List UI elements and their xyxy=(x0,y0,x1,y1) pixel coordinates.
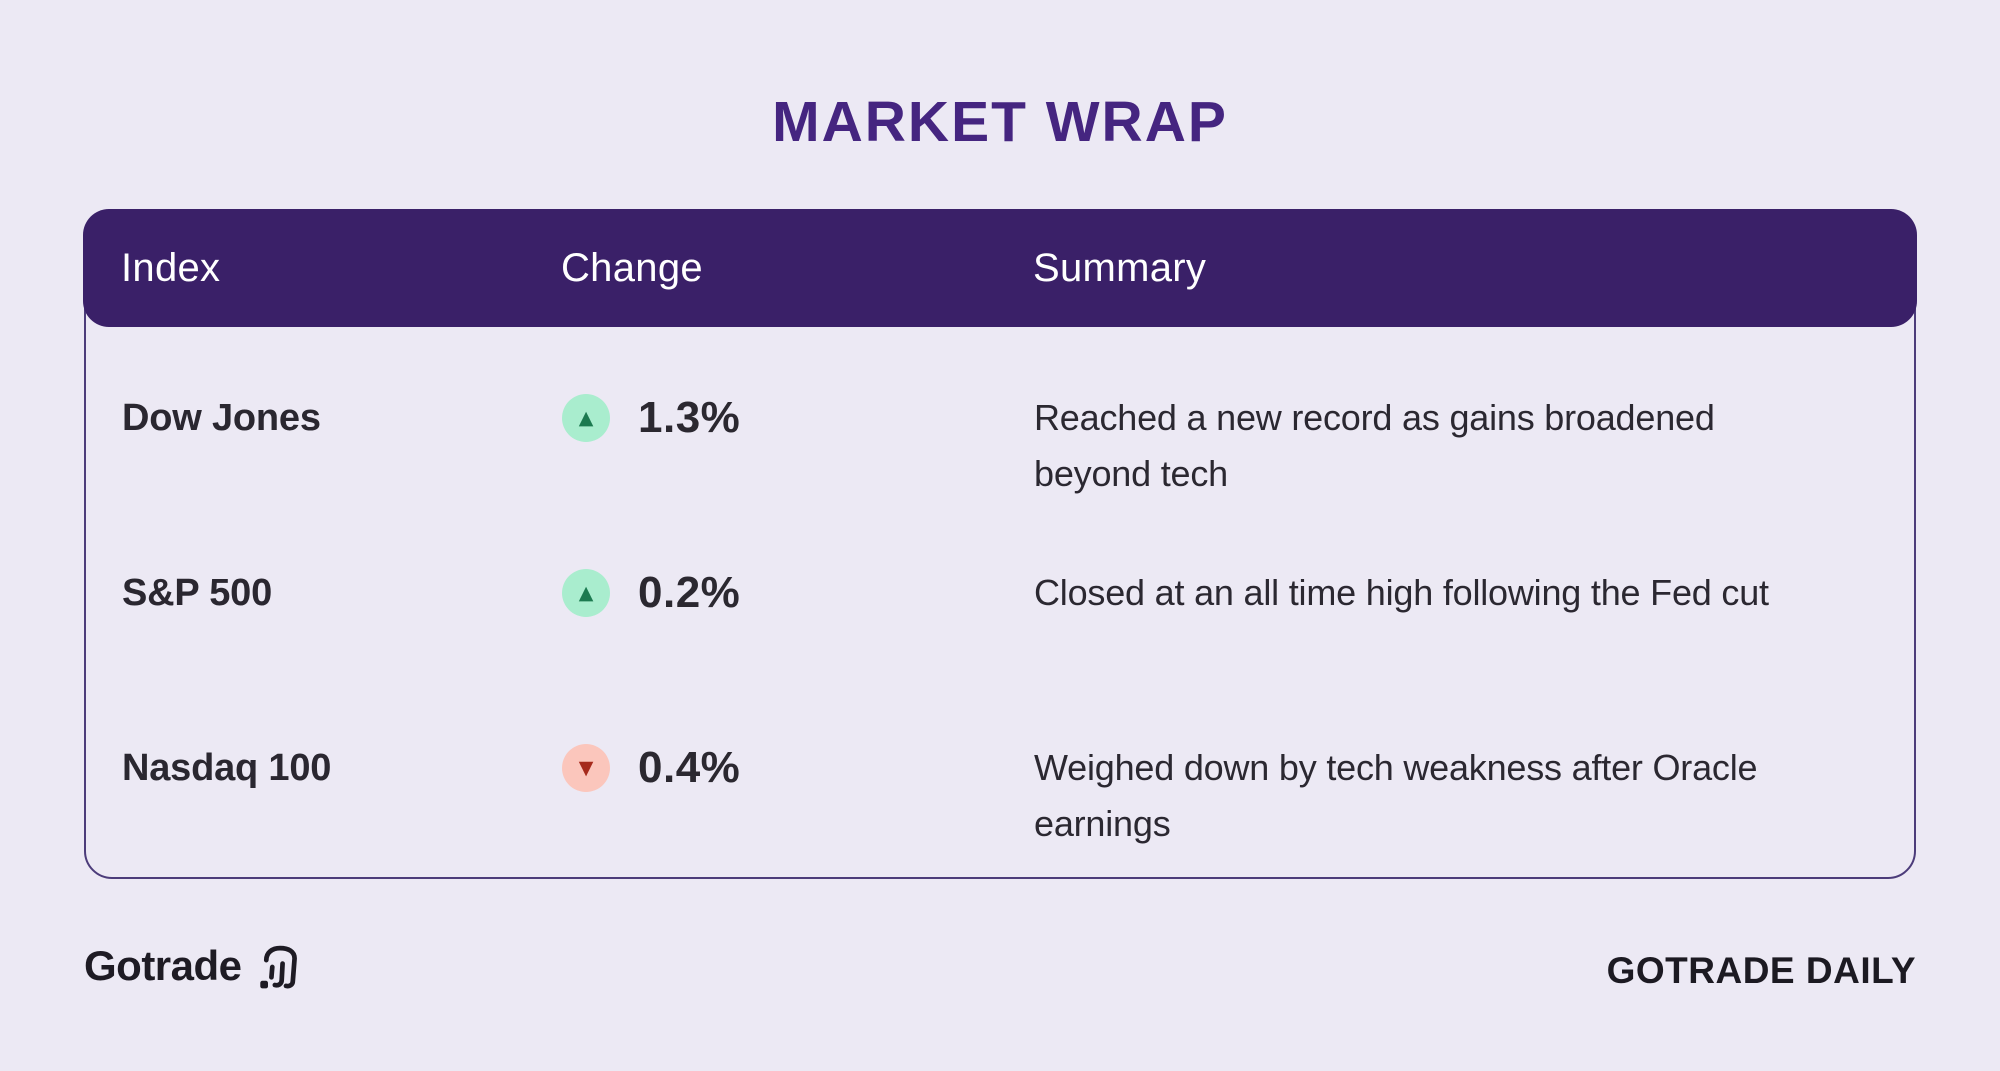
table-row-sp500: S&P 500 ▲ 0.2% Closed at an all time hig… xyxy=(84,503,1916,678)
change-percent: 0.4% xyxy=(638,743,741,792)
column-header-index: Index xyxy=(121,245,221,290)
page-title: MARKET WRAP xyxy=(772,90,1228,154)
gotrade-logo-icon xyxy=(259,945,297,989)
change-cell: ▼ 0.4% xyxy=(562,740,1034,796)
arrow-up-badge-icon: ▲ xyxy=(562,394,610,442)
gotrade-daily-wordmark: GOTRADE DAILY xyxy=(1606,950,1916,991)
summary-text: Closed at an all time high following the… xyxy=(1034,565,1876,678)
index-name: S&P 500 xyxy=(122,572,273,614)
gotrade-brand-lockup: Gotrade xyxy=(84,938,304,994)
summary-line: Reached a new record as gains broadened xyxy=(1034,397,1715,438)
gotrade-wordmark: Gotrade xyxy=(84,942,242,989)
summary-line: Closed at an all time high following the… xyxy=(1034,572,1769,613)
summary-line: Weighed down by tech weakness after Orac… xyxy=(1034,747,1758,788)
column-header-summary: Summary xyxy=(1033,245,1207,290)
summary-line: beyond tech xyxy=(1034,453,1228,494)
index-name: Nasdaq 100 xyxy=(122,747,332,789)
table-rows: Dow Jones ▲ 1.3% Reached a new record as… xyxy=(84,328,1916,853)
column-header-change: Change xyxy=(561,245,703,290)
change-percent: 1.3% xyxy=(638,393,741,442)
market-table: Index Change Summary Dow Jones ▲ 1.3% Re… xyxy=(83,209,1917,879)
table-row-dow-jones: Dow Jones ▲ 1.3% Reached a new record as… xyxy=(84,328,1916,503)
table-row-nasdaq100: Nasdaq 100 ▼ 0.4% Weighed down by tech w… xyxy=(84,678,1916,853)
arrow-up-badge-icon: ▲ xyxy=(562,569,610,617)
summary-text: Reached a new record as gains broadened … xyxy=(1034,390,1876,503)
arrow-down-badge-icon: ▼ xyxy=(562,744,610,792)
summary-line: earnings xyxy=(1034,803,1171,844)
change-cell: ▲ 1.3% xyxy=(562,390,1034,446)
change-cell: ▲ 0.2% xyxy=(562,565,1034,621)
summary-text: Weighed down by tech weakness after Orac… xyxy=(1034,740,1876,853)
table-header-row: Index Change Summary xyxy=(83,209,1917,327)
change-percent: 0.2% xyxy=(638,568,741,617)
index-name: Dow Jones xyxy=(122,397,321,439)
